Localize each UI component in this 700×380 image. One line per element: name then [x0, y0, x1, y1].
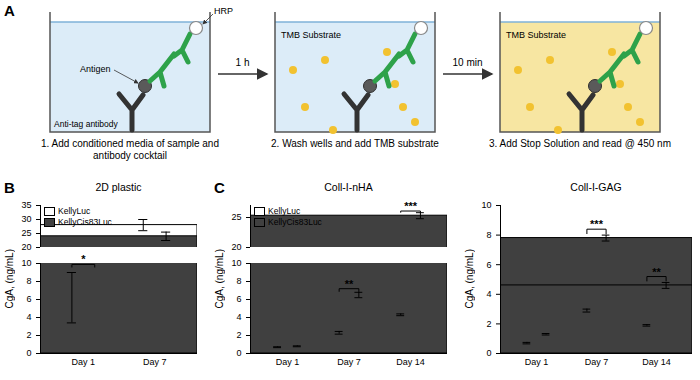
svg-text:Day 14: Day 14	[396, 357, 425, 367]
svg-text:10: 10	[231, 258, 241, 268]
svg-text:8: 8	[236, 276, 241, 286]
svg-text:Day 14: Day 14	[642, 357, 671, 367]
svg-text:4: 4	[236, 312, 241, 322]
svg-text:Day 7: Day 7	[143, 357, 167, 367]
html-text:KellyCis83Luc: KellyCis83Luc	[268, 217, 322, 227]
svg-text:6: 6	[236, 294, 241, 304]
svg-text:30: 30	[21, 214, 31, 224]
svg-text:A: A	[4, 2, 15, 19]
svg-text:8: 8	[486, 230, 491, 240]
svg-text:Antigen: Antigen	[80, 64, 111, 74]
svg-text:4: 4	[486, 289, 491, 299]
svg-text:Day 7: Day 7	[337, 357, 361, 367]
html-text:CgA, (ng/mL): CgA, (ng/mL)	[213, 249, 225, 309]
svg-text:TMB Substrate: TMB Substrate	[506, 30, 566, 40]
svg-text:Day 1: Day 1	[72, 357, 96, 367]
svg-text:8: 8	[26, 276, 31, 286]
html-text:CgA, (ng/mL): CgA, (ng/mL)	[463, 249, 475, 309]
svg-text:TMB Substrate: TMB Substrate	[281, 30, 341, 40]
html-text:KellyLuc: KellyLuc	[268, 206, 301, 216]
html-text:1. Add conditioned media of sa: 1. Add conditioned media of sample and a…	[41, 138, 219, 161]
svg-text:0: 0	[236, 348, 241, 358]
svg-text:10: 10	[21, 258, 31, 268]
svg-text:Anti-tag antibody: Anti-tag antibody	[54, 119, 119, 129]
svg-text:20: 20	[21, 242, 31, 252]
html-text:CgA, (ng/mL): CgA, (ng/mL)	[3, 249, 15, 309]
svg-text:2: 2	[486, 319, 491, 329]
svg-text:HRP: HRP	[214, 6, 233, 16]
svg-text:0: 0	[26, 348, 31, 358]
svg-text:***: ***	[590, 218, 604, 230]
svg-text:2: 2	[236, 330, 241, 340]
svg-text:**: **	[345, 278, 354, 290]
svg-text:10: 10	[481, 200, 491, 210]
svg-text:4: 4	[26, 312, 31, 322]
svg-text:10 min: 10 min	[452, 57, 482, 68]
svg-text:20: 20	[231, 242, 241, 252]
svg-text:25: 25	[231, 212, 241, 222]
html-text:2. Wash wells and add TMB subs: 2. Wash wells and add TMB substrate	[271, 138, 439, 149]
svg-text:Day 1: Day 1	[525, 357, 549, 367]
html-text:KellyCis83Luc: KellyCis83Luc	[58, 217, 112, 227]
html-text:Coll-I-GAG: Coll-I-GAG	[570, 181, 622, 193]
html-text:3. Add Stop Solution and read: 3. Add Stop Solution and read @ 450 nm	[489, 138, 671, 149]
svg-text:Day 7: Day 7	[585, 357, 609, 367]
svg-text:35: 35	[21, 200, 31, 210]
svg-text:Day 1: Day 1	[276, 357, 300, 367]
svg-text:**: **	[652, 266, 661, 278]
html-text:KellyLuc: KellyLuc	[58, 206, 91, 216]
svg-text:6: 6	[26, 294, 31, 304]
svg-text:25: 25	[21, 228, 31, 238]
html-text:Coll-I-nHA: Coll-I-nHA	[324, 181, 373, 193]
svg-text:0: 0	[486, 348, 491, 358]
svg-text:6: 6	[486, 260, 491, 270]
html-text:C: C	[214, 179, 225, 196]
svg-text:*: *	[81, 253, 86, 265]
svg-text:***: ***	[404, 200, 418, 212]
svg-text:2: 2	[26, 330, 31, 340]
html-text:2D plastic: 2D plastic	[95, 181, 142, 193]
html-text:B: B	[4, 179, 15, 196]
svg-text:1 h: 1 h	[236, 57, 250, 68]
